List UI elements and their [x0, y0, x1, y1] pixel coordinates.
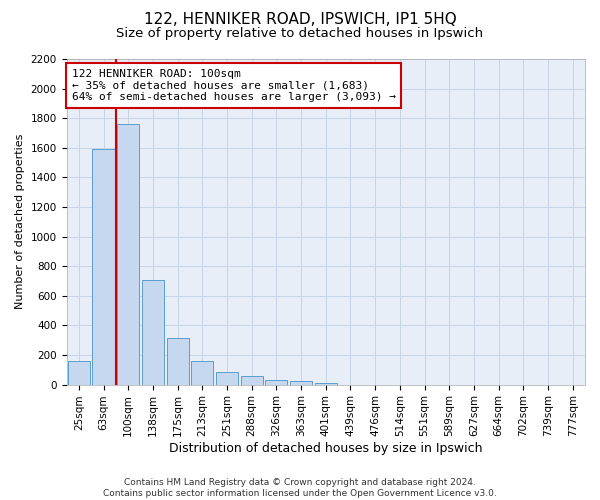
Bar	[314, 382, 337, 384]
Text: Size of property relative to detached houses in Ipswich: Size of property relative to detached ho…	[116, 28, 484, 40]
Text: 122, HENNIKER ROAD, IPSWICH, IP1 5HQ: 122, HENNIKER ROAD, IPSWICH, IP1 5HQ	[143, 12, 457, 28]
Y-axis label: Number of detached properties: Number of detached properties	[15, 134, 25, 310]
Bar	[167, 338, 189, 384]
Bar	[290, 382, 312, 384]
Bar	[68, 361, 90, 384]
Bar	[142, 280, 164, 384]
Bar	[265, 380, 287, 384]
Bar	[191, 361, 214, 384]
Bar	[216, 372, 238, 384]
Bar	[241, 376, 263, 384]
Text: Contains HM Land Registry data © Crown copyright and database right 2024.
Contai: Contains HM Land Registry data © Crown c…	[103, 478, 497, 498]
X-axis label: Distribution of detached houses by size in Ipswich: Distribution of detached houses by size …	[169, 442, 482, 455]
Bar	[117, 124, 139, 384]
Text: 122 HENNIKER ROAD: 100sqm
← 35% of detached houses are smaller (1,683)
64% of se: 122 HENNIKER ROAD: 100sqm ← 35% of detac…	[72, 69, 396, 102]
Bar	[92, 150, 115, 384]
